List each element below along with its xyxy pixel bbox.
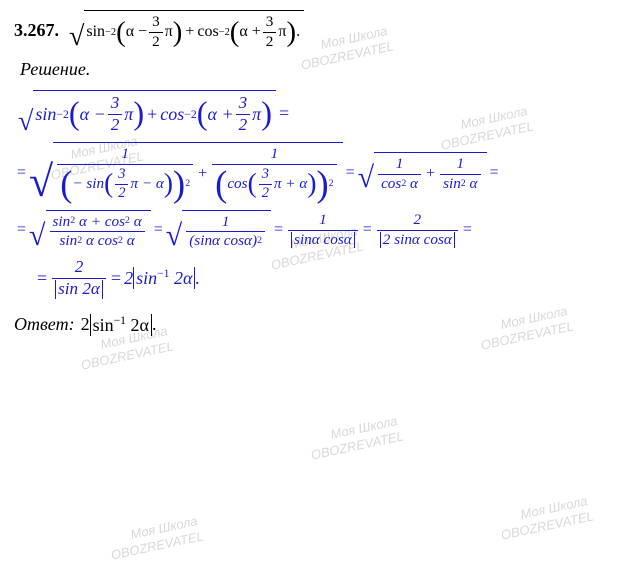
problem-statement: 3.267. √ sin−2 ( α − 32 π ) + cos−2 ( α … (14, 10, 622, 51)
watermark: Моя Школа (519, 493, 589, 522)
watermark: Моя Школа (129, 513, 199, 542)
watermark: OBOZREVATEL (109, 528, 204, 562)
answer-line: Ответ: 2sin−1 2α. (14, 314, 622, 336)
solution-line-1: √ sin−2 ( α − 32 π ) + cos−2 ( α + 32 π … (18, 90, 622, 136)
solution-line-2: = √ 1 ( − sin ( 32 π − α ) )2 + (14, 142, 622, 203)
watermark: OBOZREVATEL (309, 428, 404, 462)
problem-number: 3.267. (14, 20, 59, 41)
watermark: Моя Школа (329, 413, 399, 442)
solution-line-4: = 2 sin 2α = 2sin−1 2α. (34, 257, 622, 300)
watermark: OBOZREVATEL (499, 508, 594, 542)
answer-label: Ответ: (14, 314, 75, 335)
solution-label: Решение. (20, 59, 622, 80)
solution-line-3: = √ sin2 α + cos2 α sin2 α cos2 α = √ 1 … (14, 210, 622, 251)
